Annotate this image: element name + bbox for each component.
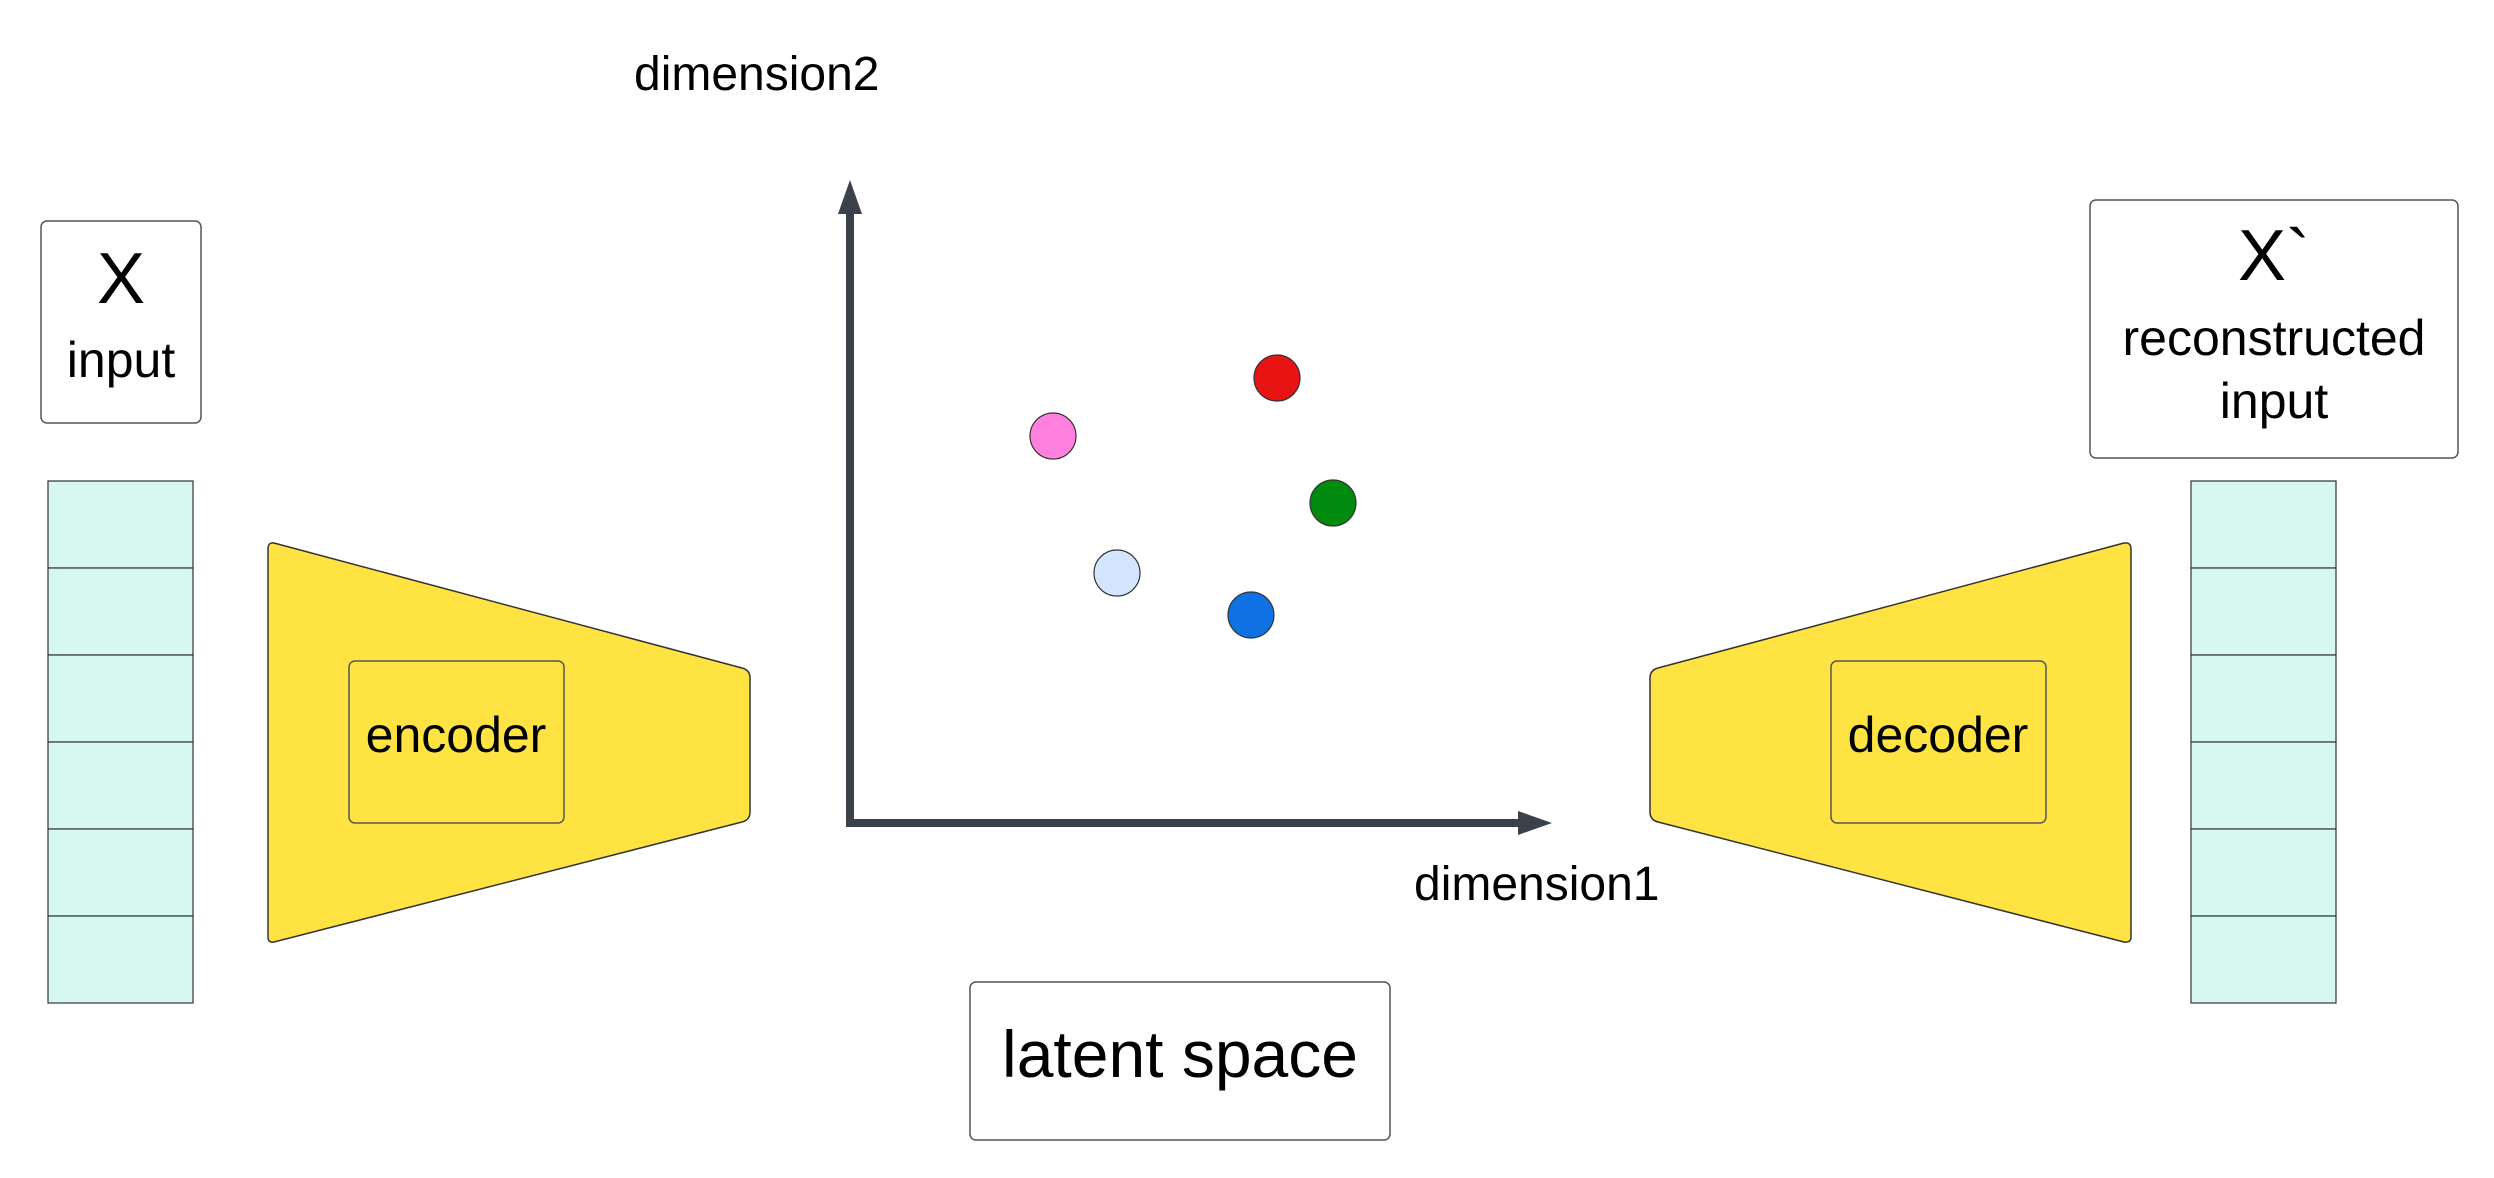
output-label-box: X` reconstructed input — [2089, 199, 2459, 459]
input-vector-cell — [47, 480, 194, 569]
decoder-funnel — [1649, 542, 2132, 943]
output-vector-cell — [2190, 828, 2337, 917]
input-vector-cell — [47, 654, 194, 743]
encoder-funnel — [267, 542, 751, 943]
latent-point-red — [1253, 354, 1301, 402]
output-vector — [2190, 480, 2337, 1004]
latent-point-blue — [1227, 591, 1275, 639]
x-axis-label: dimension1 — [1414, 858, 1659, 911]
decoder-inner-box — [1830, 660, 2047, 824]
decoder-label: decoder — [1848, 707, 2029, 763]
encoder-label: encoder — [366, 707, 547, 763]
input-symbol: X — [97, 239, 145, 319]
output-vector-cell — [2190, 567, 2337, 656]
latent-space-title-box: latent space — [969, 981, 1391, 1141]
y-axis-arrowhead — [838, 180, 862, 214]
latent-point-green — [1309, 479, 1357, 527]
x-axis-arrowhead — [1518, 811, 1552, 835]
input-label-box: X input — [40, 220, 202, 424]
latent-points — [1029, 354, 1357, 639]
encoder-inner-box — [348, 660, 565, 824]
output-symbol: X` — [2238, 216, 2310, 296]
decoder: decoder — [1649, 542, 2132, 943]
input-vector — [47, 480, 194, 1004]
output-vector-cell — [2190, 741, 2337, 830]
input-vector-cell — [47, 915, 194, 1004]
output-label-line1: reconstructed — [2123, 310, 2426, 366]
output-vector-cell — [2190, 915, 2337, 1004]
input-vector-cell — [47, 741, 194, 830]
latent-point-light-blue — [1093, 549, 1141, 597]
output-vector-cell — [2190, 654, 2337, 743]
y-axis-label: dimension2 — [634, 48, 879, 101]
latent-space-title: latent space — [1002, 1017, 1358, 1091]
output-vector-cell — [2190, 480, 2337, 569]
input-label: input — [67, 332, 176, 388]
latent-point-pink — [1029, 412, 1077, 460]
encoder: encoder — [267, 542, 751, 943]
latent-axes: dimension2 dimension1 — [634, 48, 1659, 911]
output-label-line2: input — [2220, 373, 2329, 429]
input-vector-cell — [47, 567, 194, 656]
input-vector-cell — [47, 828, 194, 917]
